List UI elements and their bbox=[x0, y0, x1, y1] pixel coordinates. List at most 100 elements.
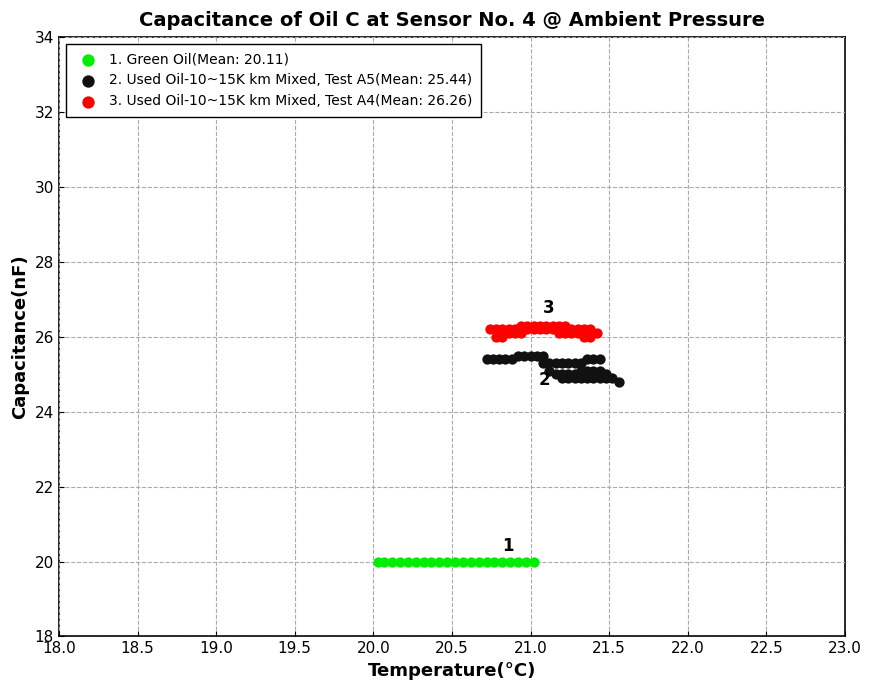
3. Used Oil-10~15K km Mixed, Test A4(Mean: 26.26): (20.8, 26): 26.26): (20.8, 26) bbox=[489, 331, 503, 342]
2. Used Oil-10~15K km Mixed, Test A5(Mean: 25.44): (21.6, 24.8): 25.44): (21.6, 24.8) bbox=[612, 377, 626, 388]
Y-axis label: Capacitance(nF): Capacitance(nF) bbox=[11, 254, 29, 419]
2. Used Oil-10~15K km Mixed, Test A5(Mean: 25.44): (21.3, 25): 25.44): (21.3, 25) bbox=[567, 369, 581, 380]
2. Used Oil-10~15K km Mixed, Test A5(Mean: 25.44): (21.2, 25.3): 25.44): (21.2, 25.3) bbox=[549, 357, 563, 368]
2. Used Oil-10~15K km Mixed, Test A5(Mean: 25.44): (21.5, 24.9): 25.44): (21.5, 24.9) bbox=[605, 372, 619, 384]
1. Green Oil(Mean: 20.11): (20.6, 20): 20.11): (20.6, 20) bbox=[464, 556, 478, 567]
3. Used Oil-10~15K km Mixed, Test A4(Mean: 26.26): (21.2, 26.1): 26.26): (21.2, 26.1) bbox=[558, 328, 572, 339]
1. Green Oil(Mean: 20.11): (20, 20): 20.11): (20, 20) bbox=[371, 556, 385, 567]
2. Used Oil-10~15K km Mixed, Test A5(Mean: 25.44): (21.2, 25): 25.44): (21.2, 25) bbox=[555, 369, 569, 380]
2. Used Oil-10~15K km Mixed, Test A5(Mean: 25.44): (21.3, 24.9): 25.44): (21.3, 24.9) bbox=[567, 372, 581, 384]
2. Used Oil-10~15K km Mixed, Test A5(Mean: 25.44): (21.2, 24.9): 25.44): (21.2, 24.9) bbox=[555, 372, 569, 384]
3. Used Oil-10~15K km Mixed, Test A4(Mean: 26.26): (20.9, 26.3): 26.26): (20.9, 26.3) bbox=[514, 320, 528, 331]
2. Used Oil-10~15K km Mixed, Test A5(Mean: 25.44): (20.9, 25.5): 25.44): (20.9, 25.5) bbox=[511, 350, 525, 361]
2. Used Oil-10~15K km Mixed, Test A5(Mean: 25.44): (21.2, 25.3): 25.44): (21.2, 25.3) bbox=[561, 357, 575, 368]
1. Green Oil(Mean: 20.11): (20.7, 20): 20.11): (20.7, 20) bbox=[479, 556, 493, 567]
1. Green Oil(Mean: 20.11): (20.2, 20): 20.11): (20.2, 20) bbox=[401, 556, 415, 567]
2. Used Oil-10~15K km Mixed, Test A5(Mean: 25.44): (21.3, 24.9): 25.44): (21.3, 24.9) bbox=[574, 372, 588, 384]
1. Green Oil(Mean: 20.11): (20.3, 20): 20.11): (20.3, 20) bbox=[416, 556, 430, 567]
2. Used Oil-10~15K km Mixed, Test A5(Mean: 25.44): (21.4, 24.9): 25.44): (21.4, 24.9) bbox=[593, 372, 607, 384]
2. Used Oil-10~15K km Mixed, Test A5(Mean: 25.44): (20.8, 25.4): 25.44): (20.8, 25.4) bbox=[485, 354, 499, 365]
3. Used Oil-10~15K km Mixed, Test A4(Mean: 26.26): (20.9, 26.1): 26.26): (20.9, 26.1) bbox=[508, 328, 522, 339]
3. Used Oil-10~15K km Mixed, Test A4(Mean: 26.26): (21, 26.3): 26.26): (21, 26.3) bbox=[520, 320, 534, 331]
3. Used Oil-10~15K km Mixed, Test A4(Mean: 26.26): (20.9, 26.2): 26.26): (20.9, 26.2) bbox=[502, 324, 516, 335]
2. Used Oil-10~15K km Mixed, Test A5(Mean: 25.44): (21.4, 25.1): 25.44): (21.4, 25.1) bbox=[587, 365, 601, 376]
2. Used Oil-10~15K km Mixed, Test A5(Mean: 25.44): (21.4, 25.4): 25.44): (21.4, 25.4) bbox=[593, 354, 607, 365]
Legend: 1. Green Oil(Mean: 20.11), 2. Used Oil-10~15K km Mixed, Test A5(Mean: 25.44), 3.: 1. Green Oil(Mean: 20.11), 2. Used Oil-1… bbox=[65, 44, 481, 117]
3. Used Oil-10~15K km Mixed, Test A4(Mean: 26.26): (21.3, 26.2): 26.26): (21.3, 26.2) bbox=[577, 324, 591, 335]
2. Used Oil-10~15K km Mixed, Test A5(Mean: 25.44): (21.1, 25.5): 25.44): (21.1, 25.5) bbox=[536, 350, 550, 361]
2. Used Oil-10~15K km Mixed, Test A5(Mean: 25.44): (21.4, 25.1): 25.44): (21.4, 25.1) bbox=[593, 365, 607, 376]
3. Used Oil-10~15K km Mixed, Test A4(Mean: 26.26): (21.4, 26.1): 26.26): (21.4, 26.1) bbox=[589, 328, 603, 339]
1. Green Oil(Mean: 20.11): (20.5, 20): 20.11): (20.5, 20) bbox=[440, 556, 454, 567]
2. Used Oil-10~15K km Mixed, Test A5(Mean: 25.44): (21.3, 25.1): 25.44): (21.3, 25.1) bbox=[574, 365, 588, 376]
X-axis label: Temperature(°C): Temperature(°C) bbox=[368, 662, 536, 680]
1. Green Oil(Mean: 20.11): (20.9, 20): 20.11): (20.9, 20) bbox=[511, 556, 525, 567]
2. Used Oil-10~15K km Mixed, Test A5(Mean: 25.44): (20.9, 25.4): 25.44): (20.9, 25.4) bbox=[505, 354, 519, 365]
2. Used Oil-10~15K km Mixed, Test A5(Mean: 25.44): (21.4, 25.1): 25.44): (21.4, 25.1) bbox=[581, 365, 595, 376]
2. Used Oil-10~15K km Mixed, Test A5(Mean: 25.44): (20.8, 25.4): 25.44): (20.8, 25.4) bbox=[492, 354, 506, 365]
3. Used Oil-10~15K km Mixed, Test A4(Mean: 26.26): (21.4, 26.2): 26.26): (21.4, 26.2) bbox=[583, 324, 597, 335]
3. Used Oil-10~15K km Mixed, Test A4(Mean: 26.26): (21.2, 26.3): 26.26): (21.2, 26.3) bbox=[558, 320, 572, 331]
2. Used Oil-10~15K km Mixed, Test A5(Mean: 25.44): (21.1, 25.3): 25.44): (21.1, 25.3) bbox=[536, 357, 550, 368]
2. Used Oil-10~15K km Mixed, Test A5(Mean: 25.44): (21.3, 25.3): 25.44): (21.3, 25.3) bbox=[567, 357, 581, 368]
2. Used Oil-10~15K km Mixed, Test A5(Mean: 25.44): (21, 25.5): 25.44): (21, 25.5) bbox=[530, 350, 544, 361]
3. Used Oil-10~15K km Mixed, Test A4(Mean: 26.26): (21.4, 26): 26.26): (21.4, 26) bbox=[583, 331, 597, 342]
2. Used Oil-10~15K km Mixed, Test A5(Mean: 25.44): (21.2, 25): 25.44): (21.2, 25) bbox=[561, 369, 575, 380]
1. Green Oil(Mean: 20.11): (20.8, 20): 20.11): (20.8, 20) bbox=[495, 556, 509, 567]
Text: 3: 3 bbox=[543, 299, 554, 316]
3. Used Oil-10~15K km Mixed, Test A4(Mean: 26.26): (21.3, 26.1): 26.26): (21.3, 26.1) bbox=[571, 328, 585, 339]
3. Used Oil-10~15K km Mixed, Test A4(Mean: 26.26): (20.9, 26.1): 26.26): (20.9, 26.1) bbox=[514, 328, 528, 339]
2. Used Oil-10~15K km Mixed, Test A5(Mean: 25.44): (21.4, 25.4): 25.44): (21.4, 25.4) bbox=[587, 354, 601, 365]
Title: Capacitance of Oil C at Sensor No. 4 @ Ambient Pressure: Capacitance of Oil C at Sensor No. 4 @ A… bbox=[139, 11, 765, 30]
3. Used Oil-10~15K km Mixed, Test A4(Mean: 26.26): (20.7, 26.2): 26.26): (20.7, 26.2) bbox=[483, 324, 497, 335]
3. Used Oil-10~15K km Mixed, Test A4(Mean: 26.26): (21, 26.2): 26.26): (21, 26.2) bbox=[526, 324, 540, 335]
1. Green Oil(Mean: 20.11): (20.2, 20): 20.11): (20.2, 20) bbox=[393, 556, 407, 567]
3. Used Oil-10~15K km Mixed, Test A4(Mean: 26.26): (21.1, 26.2): 26.26): (21.1, 26.2) bbox=[533, 324, 547, 335]
3. Used Oil-10~15K km Mixed, Test A4(Mean: 26.26): (21.2, 26.1): 26.26): (21.2, 26.1) bbox=[552, 328, 566, 339]
1. Green Oil(Mean: 20.11): (20.7, 20): 20.11): (20.7, 20) bbox=[471, 556, 485, 567]
2. Used Oil-10~15K km Mixed, Test A5(Mean: 25.44): (21.3, 25.3): 25.44): (21.3, 25.3) bbox=[574, 357, 588, 368]
3. Used Oil-10~15K km Mixed, Test A4(Mean: 26.26): (21.1, 26.2): 26.26): (21.1, 26.2) bbox=[540, 324, 553, 335]
3. Used Oil-10~15K km Mixed, Test A4(Mean: 26.26): (21, 26.3): 26.26): (21, 26.3) bbox=[526, 320, 540, 331]
1. Green Oil(Mean: 20.11): (20.4, 20): 20.11): (20.4, 20) bbox=[432, 556, 446, 567]
2. Used Oil-10~15K km Mixed, Test A5(Mean: 25.44): (21, 25.5): 25.44): (21, 25.5) bbox=[518, 350, 532, 361]
3. Used Oil-10~15K km Mixed, Test A4(Mean: 26.26): (21, 26.2): 26.26): (21, 26.2) bbox=[520, 324, 534, 335]
3. Used Oil-10~15K km Mixed, Test A4(Mean: 26.26): (21.3, 26.2): 26.26): (21.3, 26.2) bbox=[565, 324, 579, 335]
2. Used Oil-10~15K km Mixed, Test A5(Mean: 25.44): (20.7, 25.4): 25.44): (20.7, 25.4) bbox=[479, 354, 493, 365]
3. Used Oil-10~15K km Mixed, Test A4(Mean: 26.26): (21.1, 26.3): 26.26): (21.1, 26.3) bbox=[546, 320, 560, 331]
1. Green Oil(Mean: 20.11): (20.9, 20): 20.11): (20.9, 20) bbox=[503, 556, 517, 567]
3. Used Oil-10~15K km Mixed, Test A4(Mean: 26.26): (20.9, 26.2): 26.26): (20.9, 26.2) bbox=[508, 324, 522, 335]
Text: 2: 2 bbox=[539, 371, 550, 389]
1. Green Oil(Mean: 20.11): (20.3, 20): 20.11): (20.3, 20) bbox=[409, 556, 423, 567]
3. Used Oil-10~15K km Mixed, Test A4(Mean: 26.26): (21.1, 26.3): 26.26): (21.1, 26.3) bbox=[540, 320, 553, 331]
3. Used Oil-10~15K km Mixed, Test A4(Mean: 26.26): (20.8, 26): 26.26): (20.8, 26) bbox=[495, 331, 509, 342]
1. Green Oil(Mean: 20.11): (20.5, 20): 20.11): (20.5, 20) bbox=[448, 556, 462, 567]
3. Used Oil-10~15K km Mixed, Test A4(Mean: 26.26): (21.3, 26.1): 26.26): (21.3, 26.1) bbox=[565, 328, 579, 339]
2. Used Oil-10~15K km Mixed, Test A5(Mean: 25.44): (21, 25.5): 25.44): (21, 25.5) bbox=[524, 350, 538, 361]
2. Used Oil-10~15K km Mixed, Test A5(Mean: 25.44): (21.5, 24.9): 25.44): (21.5, 24.9) bbox=[599, 372, 613, 384]
2. Used Oil-10~15K km Mixed, Test A5(Mean: 25.44): (21.2, 24.9): 25.44): (21.2, 24.9) bbox=[561, 372, 575, 384]
2. Used Oil-10~15K km Mixed, Test A5(Mean: 25.44): (21.4, 25.4): 25.44): (21.4, 25.4) bbox=[581, 354, 595, 365]
2. Used Oil-10~15K km Mixed, Test A5(Mean: 25.44): (21.4, 24.9): 25.44): (21.4, 24.9) bbox=[581, 372, 595, 384]
3. Used Oil-10~15K km Mixed, Test A4(Mean: 26.26): (21.1, 26.2): 26.26): (21.1, 26.2) bbox=[546, 324, 560, 335]
1. Green Oil(Mean: 20.11): (20.4, 20): 20.11): (20.4, 20) bbox=[424, 556, 438, 567]
3. Used Oil-10~15K km Mixed, Test A4(Mean: 26.26): (21.2, 26.3): 26.26): (21.2, 26.3) bbox=[552, 320, 566, 331]
3. Used Oil-10~15K km Mixed, Test A4(Mean: 26.26): (21.3, 26): 26.26): (21.3, 26) bbox=[577, 331, 591, 342]
1. Green Oil(Mean: 20.11): (20.1, 20): 20.11): (20.1, 20) bbox=[385, 556, 399, 567]
3. Used Oil-10~15K km Mixed, Test A4(Mean: 26.26): (20.9, 26.1): 26.26): (20.9, 26.1) bbox=[502, 328, 516, 339]
2. Used Oil-10~15K km Mixed, Test A5(Mean: 25.44): (21.1, 25.1): 25.44): (21.1, 25.1) bbox=[542, 365, 556, 376]
3. Used Oil-10~15K km Mixed, Test A4(Mean: 26.26): (20.8, 26.2): 26.26): (20.8, 26.2) bbox=[489, 324, 503, 335]
2. Used Oil-10~15K km Mixed, Test A5(Mean: 25.44): (21.2, 25): 25.44): (21.2, 25) bbox=[549, 369, 563, 380]
1. Green Oil(Mean: 20.11): (20.8, 20): 20.11): (20.8, 20) bbox=[487, 556, 501, 567]
1. Green Oil(Mean: 20.11): (21, 20): 20.11): (21, 20) bbox=[526, 556, 540, 567]
2. Used Oil-10~15K km Mixed, Test A5(Mean: 25.44): (21.4, 24.9): 25.44): (21.4, 24.9) bbox=[587, 372, 601, 384]
2. Used Oil-10~15K km Mixed, Test A5(Mean: 25.44): (21.5, 25): 25.44): (21.5, 25) bbox=[599, 369, 613, 380]
3. Used Oil-10~15K km Mixed, Test A4(Mean: 26.26): (21.1, 26.3): 26.26): (21.1, 26.3) bbox=[533, 320, 547, 331]
1. Green Oil(Mean: 20.11): (20.1, 20): 20.11): (20.1, 20) bbox=[377, 556, 391, 567]
3. Used Oil-10~15K km Mixed, Test A4(Mean: 26.26): (21.3, 26.2): 26.26): (21.3, 26.2) bbox=[571, 324, 585, 335]
2. Used Oil-10~15K km Mixed, Test A5(Mean: 25.44): (20.8, 25.4): 25.44): (20.8, 25.4) bbox=[498, 354, 512, 365]
2. Used Oil-10~15K km Mixed, Test A5(Mean: 25.44): (21.2, 25.3): 25.44): (21.2, 25.3) bbox=[555, 357, 569, 368]
2. Used Oil-10~15K km Mixed, Test A5(Mean: 25.44): (21.1, 25.3): 25.44): (21.1, 25.3) bbox=[542, 357, 556, 368]
3. Used Oil-10~15K km Mixed, Test A4(Mean: 26.26): (20.8, 26.2): 26.26): (20.8, 26.2) bbox=[495, 324, 509, 335]
Text: 1: 1 bbox=[502, 537, 513, 555]
